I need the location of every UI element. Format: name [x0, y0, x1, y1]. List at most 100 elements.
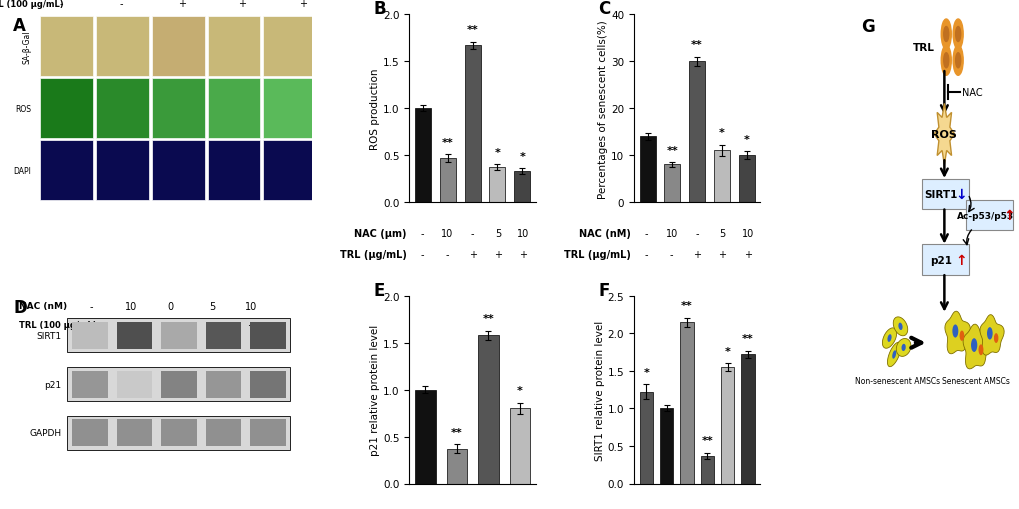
- Bar: [67, 319, 290, 352]
- Text: +: +: [178, 0, 185, 9]
- Polygon shape: [887, 343, 900, 367]
- Text: 10: 10: [441, 229, 453, 239]
- Y-axis label: p21 relative protein level: p21 relative protein level: [370, 324, 380, 456]
- Bar: [72, 419, 108, 446]
- Text: **: **: [450, 427, 463, 437]
- Text: +: +: [469, 249, 476, 260]
- Text: *: *: [494, 148, 500, 158]
- Bar: [250, 371, 285, 398]
- Bar: [263, 17, 316, 77]
- Bar: [741, 355, 754, 484]
- Bar: [161, 419, 197, 446]
- Y-axis label: SIRT1 relative protein level: SIRT1 relative protein level: [594, 320, 604, 460]
- Ellipse shape: [959, 331, 963, 341]
- Bar: [161, 322, 197, 349]
- Bar: [263, 141, 316, 201]
- Text: Ac-p53/p53: Ac-p53/p53: [957, 211, 1014, 220]
- Text: ROS: ROS: [15, 104, 32, 114]
- Bar: [720, 367, 734, 484]
- Text: 10: 10: [517, 229, 529, 239]
- Y-axis label: ROS production: ROS production: [370, 68, 380, 150]
- Text: TRL (100 μg/mL): TRL (100 μg/mL): [19, 321, 97, 329]
- FancyBboxPatch shape: [921, 179, 968, 210]
- Bar: [96, 141, 149, 201]
- Text: 10: 10: [245, 302, 257, 312]
- Bar: [67, 367, 290, 401]
- Text: +: +: [247, 321, 255, 330]
- Text: p21: p21: [44, 380, 61, 389]
- Ellipse shape: [977, 345, 982, 355]
- Text: +: +: [692, 249, 700, 260]
- Text: -: -: [471, 229, 474, 239]
- Text: Non-senescent AMSCs: Non-senescent AMSCs: [854, 376, 938, 385]
- Text: +: +: [717, 249, 726, 260]
- Circle shape: [941, 46, 951, 76]
- Text: +: +: [519, 249, 527, 260]
- Bar: [415, 390, 435, 484]
- Bar: [67, 416, 290, 450]
- Ellipse shape: [887, 334, 891, 342]
- Bar: [208, 17, 260, 77]
- Text: **: **: [467, 25, 478, 35]
- Text: F: F: [598, 281, 609, 299]
- Text: SIRT1: SIRT1: [923, 190, 957, 200]
- Text: A: A: [13, 17, 26, 35]
- Ellipse shape: [970, 338, 976, 352]
- Bar: [263, 79, 316, 139]
- Ellipse shape: [986, 327, 991, 340]
- Text: -: -: [445, 249, 448, 260]
- Text: ↑: ↑: [1003, 209, 1014, 222]
- FancyBboxPatch shape: [965, 200, 1012, 231]
- Text: ROS: ROS: [930, 130, 957, 139]
- Polygon shape: [933, 104, 954, 165]
- Text: -: -: [695, 229, 698, 239]
- Circle shape: [943, 27, 948, 42]
- Ellipse shape: [892, 351, 896, 359]
- Text: **: **: [701, 435, 712, 445]
- Text: +: +: [166, 321, 174, 330]
- Bar: [738, 156, 754, 203]
- Bar: [41, 17, 93, 77]
- FancyBboxPatch shape: [921, 245, 968, 275]
- Ellipse shape: [901, 344, 905, 351]
- Ellipse shape: [898, 323, 902, 330]
- Circle shape: [952, 46, 962, 76]
- Bar: [96, 17, 149, 77]
- Text: *: *: [519, 151, 525, 161]
- Bar: [206, 419, 242, 446]
- Bar: [152, 17, 205, 77]
- Polygon shape: [962, 325, 988, 369]
- Text: -: -: [120, 0, 123, 9]
- Text: G: G: [860, 18, 874, 36]
- Bar: [639, 137, 655, 203]
- Bar: [72, 371, 108, 398]
- Bar: [96, 17, 149, 77]
- Text: -: -: [90, 302, 93, 312]
- Text: +: +: [208, 321, 216, 330]
- Text: +: +: [299, 0, 307, 9]
- Polygon shape: [979, 315, 1003, 355]
- Text: **: **: [742, 333, 753, 344]
- Bar: [713, 151, 730, 203]
- Text: *: *: [643, 367, 648, 377]
- Bar: [689, 62, 704, 203]
- Text: +: +: [493, 249, 501, 260]
- Text: **: **: [482, 314, 494, 323]
- Bar: [639, 392, 652, 484]
- Bar: [263, 17, 316, 77]
- Text: DAPI: DAPI: [13, 166, 32, 175]
- Text: +: +: [743, 249, 751, 260]
- Bar: [152, 141, 205, 201]
- Bar: [41, 79, 93, 139]
- Bar: [263, 79, 316, 139]
- Text: -: -: [420, 249, 423, 260]
- Text: 10: 10: [124, 302, 137, 312]
- Text: -: -: [644, 249, 647, 260]
- Text: C: C: [598, 1, 610, 18]
- Text: **: **: [691, 40, 702, 50]
- Bar: [700, 456, 713, 484]
- Text: -: -: [420, 229, 423, 239]
- Text: Senescent AMSCs: Senescent AMSCs: [941, 376, 1009, 385]
- Text: GAPDH: GAPDH: [30, 429, 61, 437]
- Text: B: B: [374, 1, 386, 18]
